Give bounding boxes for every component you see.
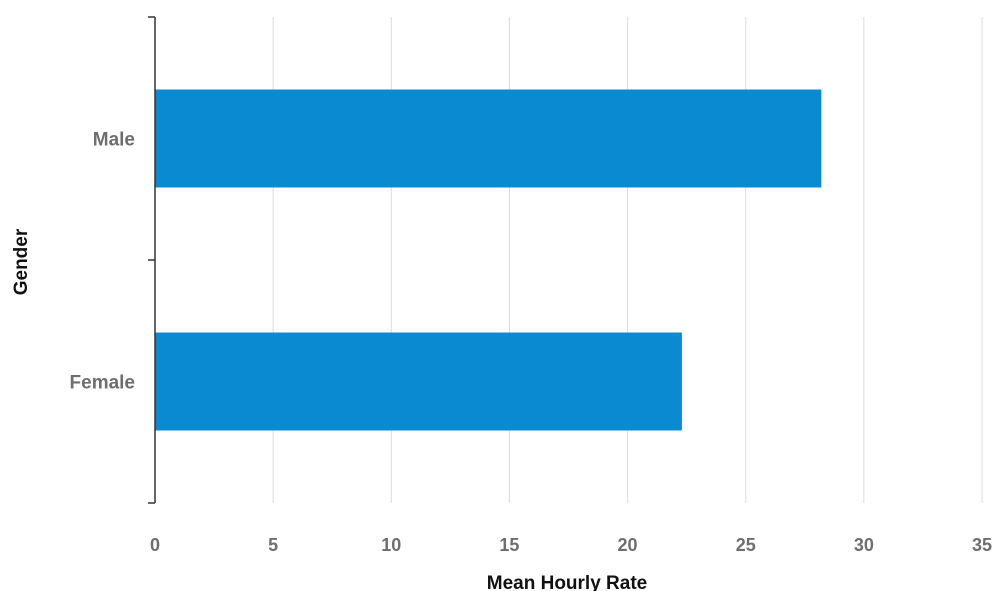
x-tick-label-0: 0 <box>150 535 160 555</box>
x-tick-label-25: 25 <box>736 535 756 555</box>
bars <box>155 89 822 431</box>
axes <box>148 16 156 504</box>
x-tick-label-35: 35 <box>972 535 992 555</box>
x-tick-label-15: 15 <box>499 535 519 555</box>
x-tick-labels: 0 5 10 15 20 25 30 35 <box>150 535 992 555</box>
bar-female <box>155 332 682 431</box>
bar-male <box>155 89 822 188</box>
y-axis-title: Gender <box>11 228 32 295</box>
y-category-labels: Male Female <box>70 130 135 394</box>
y-category-label-female: Female <box>70 373 135 394</box>
x-tick-label-30: 30 <box>854 535 874 555</box>
x-tick-label-10: 10 <box>381 535 401 555</box>
x-tick-label-20: 20 <box>618 535 638 555</box>
y-category-label-male: Male <box>93 130 135 151</box>
x-axis-title: Mean Hourly Rate <box>487 573 647 591</box>
x-tick-label-5: 5 <box>268 535 278 555</box>
